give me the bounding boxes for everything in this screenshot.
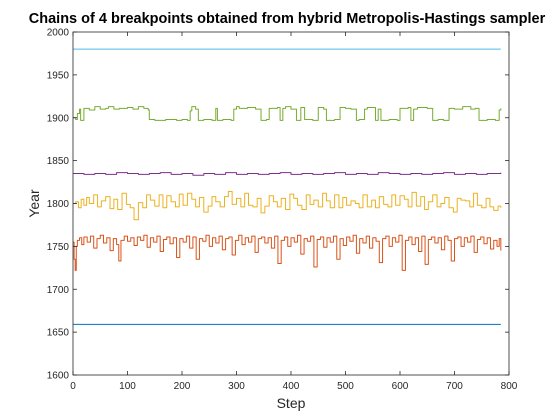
x-axis-label: Step (277, 395, 306, 411)
x-tick-label: 100 (119, 381, 136, 392)
chart-title: Chains of 4 breakpoints obtained from hy… (29, 11, 546, 27)
series-group (73, 48, 502, 325)
series-line-4 (73, 190, 502, 221)
plot-area (73, 32, 509, 375)
x-tick-label: 400 (283, 381, 300, 392)
x-tick-label: 300 (228, 381, 245, 392)
series-line-5 (73, 234, 502, 271)
y-axis-label: Year (26, 189, 42, 218)
series-line-3 (73, 172, 502, 176)
y-tick-label: 2000 (47, 28, 70, 39)
x-tick-label: 700 (446, 381, 463, 392)
x-tick-label: 600 (392, 381, 409, 392)
series-line-2 (73, 106, 502, 121)
y-tick-label: 1900 (47, 113, 70, 124)
x-axis: 0 100 200 300 400 500 600 700 800 (70, 32, 518, 392)
y-tick-label: 1650 (47, 328, 70, 339)
y-tick-label: 1950 (47, 70, 70, 81)
y-tick-label: 1750 (47, 242, 70, 253)
y-tick-label: 1600 (47, 371, 70, 382)
x-tick-label: 800 (501, 381, 518, 392)
x-tick-label: 0 (70, 381, 76, 392)
y-tick-label: 1850 (47, 156, 70, 167)
y-axis: 1600 1650 1700 1750 1800 1850 1900 1950 2000 (47, 28, 509, 382)
y-tick-label: 1700 (47, 285, 70, 296)
x-tick-label: 200 (174, 381, 191, 392)
x-tick-label: 500 (337, 381, 354, 392)
y-tick-label: 1800 (47, 199, 70, 210)
